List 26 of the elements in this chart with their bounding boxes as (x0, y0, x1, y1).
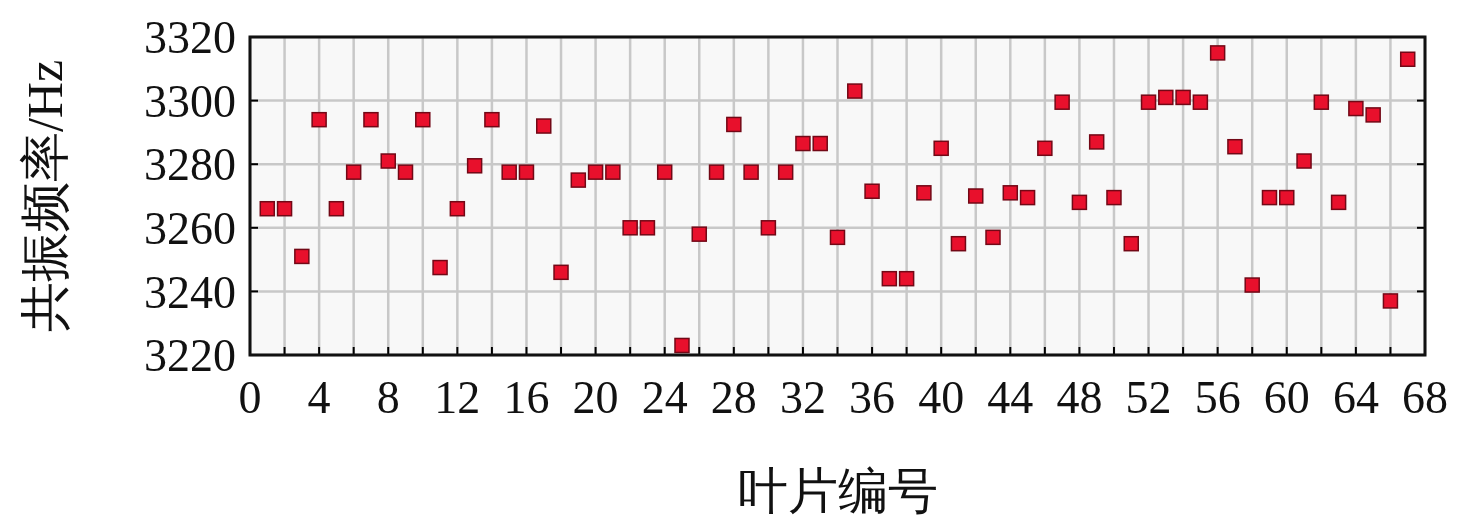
y-tick-label: 3220 (144, 330, 236, 382)
x-tick-label: 52 (1125, 372, 1172, 423)
x-tick-label: 48 (1056, 372, 1103, 423)
x-tick-label: 8 (376, 372, 400, 423)
x-tick-label: 32 (779, 372, 826, 423)
x-tick-label: 0 (238, 372, 262, 423)
x-tick-label: 64 (1332, 372, 1379, 423)
x-tick-label: 20 (572, 372, 619, 423)
y-axis-title: 共振频率/Hz (17, 59, 73, 333)
x-tick-label: 28 (710, 372, 757, 423)
y-tick-label: 3300 (144, 75, 236, 127)
x-tick-label: 4 (307, 372, 331, 423)
x-tick-label: 68 (1402, 372, 1448, 423)
x-tick-label: 44 (987, 372, 1034, 423)
x-tick-label: 60 (1263, 372, 1310, 423)
x-tick-label: 16 (503, 372, 550, 423)
x-tick-label: 40 (918, 372, 965, 423)
x-tick-label: 36 (849, 372, 896, 423)
y-tick-label: 3280 (144, 139, 236, 191)
x-axis-title: 叶片编号 (737, 463, 938, 519)
x-tick-label: 24 (641, 372, 688, 423)
x-tick-label: 56 (1194, 372, 1241, 423)
y-tick-label: 3320 (144, 12, 236, 64)
y-tick-label: 3260 (144, 202, 236, 254)
y-tick-label: 3240 (144, 266, 236, 318)
x-tick-label: 12 (434, 372, 481, 423)
